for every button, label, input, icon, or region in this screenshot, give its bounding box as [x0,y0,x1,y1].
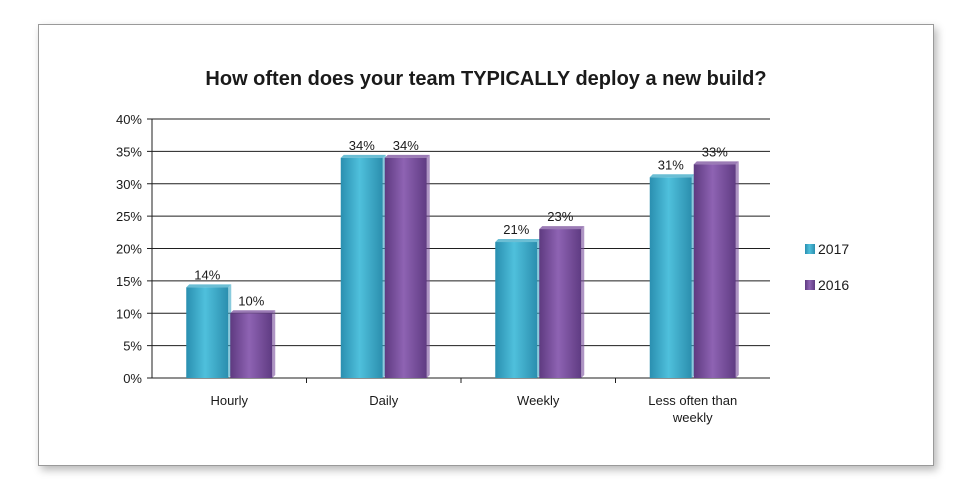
data-label: 34% [393,138,419,153]
x-tick-label: Less often than weekly [648,393,737,425]
bar-top-face [186,284,232,288]
bar-top-face [495,239,541,243]
data-label: 31% [658,157,684,172]
bar-2017-0 [186,287,229,378]
bar-top-face [340,154,386,158]
legend-label: 2016 [818,277,849,293]
y-tick-label: 10% [116,306,142,321]
y-tick-label: 40% [116,112,142,127]
legend-swatch [805,280,815,290]
y-tick-label: 0% [123,371,142,386]
bar-2017-3 [649,177,692,378]
data-label: 14% [194,267,220,282]
data-label: 34% [349,138,375,153]
bar-2016-2 [539,229,582,378]
y-tick-label: 5% [123,339,142,354]
x-tick-label: Daily [369,393,398,408]
bar-side-face [272,310,276,378]
bar-2017-2 [495,242,538,378]
bar-2016-3 [693,164,736,378]
bar-2016-1 [384,157,427,378]
legend-label: 2017 [818,241,849,257]
bar-top-face [230,310,276,314]
data-label: 21% [503,222,529,237]
y-tick-label: 30% [116,177,142,192]
bar-top-face [649,174,695,178]
bar-top-face [693,161,739,165]
chart-title: How often does your team TYPICALLY deplo… [205,68,766,90]
y-tick-label: 20% [116,242,142,257]
y-tick-label: 35% [116,144,142,159]
chart-frame [38,24,934,466]
bar-top-face [384,154,430,158]
x-tick-label: Hourly [210,393,248,408]
data-label: 23% [547,209,573,224]
data-label: 10% [238,293,264,308]
bar-top-face [539,226,585,230]
y-tick-label: 15% [116,274,142,289]
y-tick-label: 25% [116,209,142,224]
data-label: 33% [702,144,728,159]
bar-side-face [426,154,430,378]
bar-side-face [735,161,739,378]
bar-side-face [581,226,585,378]
bar-2016-0 [230,313,273,378]
x-tick-label: Weekly [517,393,560,408]
legend-swatch [805,244,815,254]
bar-2017-1 [340,157,383,378]
